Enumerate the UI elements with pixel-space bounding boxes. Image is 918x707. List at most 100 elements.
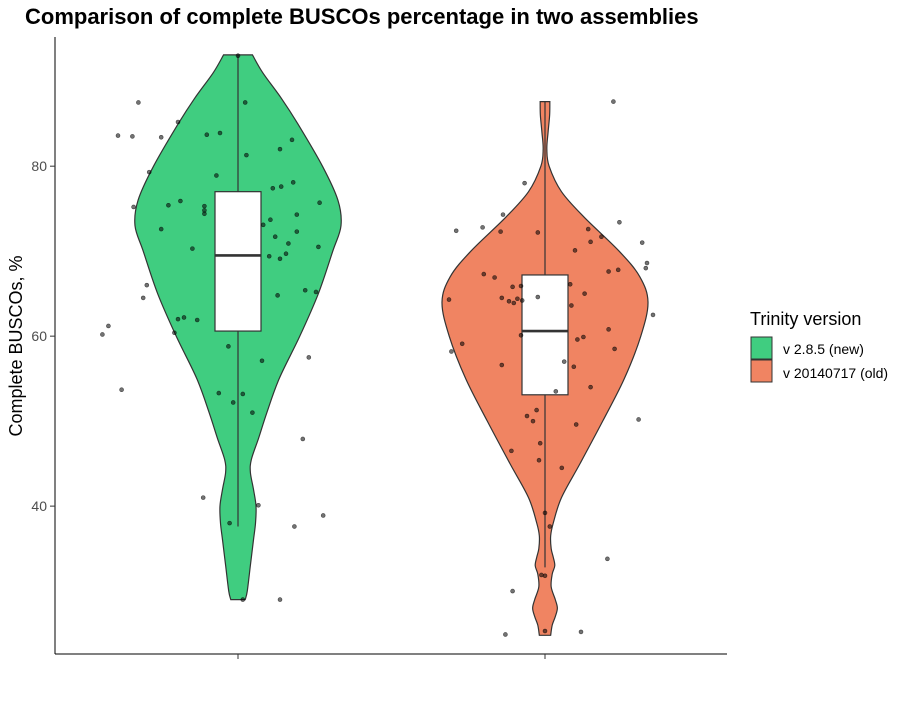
- data-point-0-5: [204, 132, 210, 138]
- data-point-1-16: [606, 269, 611, 274]
- y-tick-label-80: 80: [31, 158, 47, 174]
- data-point-0-19: [166, 202, 171, 208]
- data-point-1-27: [519, 298, 525, 303]
- data-point-1-15: [615, 267, 621, 273]
- data-point-0-48: [306, 355, 312, 360]
- data-point-1-41: [571, 364, 577, 370]
- data-point-0-17: [178, 198, 183, 204]
- data-point-0-25: [268, 217, 273, 223]
- data-point-0-3: [175, 119, 181, 125]
- data-point-0-49: [259, 358, 265, 364]
- data-point-1-57: [542, 573, 548, 579]
- data-point-0-44: [106, 323, 111, 329]
- data-point-1-32: [606, 327, 611, 332]
- data-point-1-47: [530, 418, 536, 424]
- data-point-1-48: [573, 422, 579, 427]
- data-point-1-40: [499, 362, 505, 368]
- data-point-1-20: [518, 283, 524, 289]
- data-point-0-10: [277, 146, 283, 152]
- y-tick-label-40: 40: [31, 498, 47, 514]
- data-point-1-42: [588, 384, 593, 390]
- data-point-1-2: [500, 212, 506, 217]
- legend-swatch-old: [750, 359, 773, 383]
- data-point-0-62: [277, 597, 283, 602]
- data-point-1-45: [524, 413, 530, 419]
- data-point-1-61: [503, 632, 508, 637]
- data-point-1-26: [446, 297, 452, 302]
- data-point-1-58: [510, 588, 515, 594]
- data-point-0-28: [294, 229, 300, 234]
- data-point-0-23: [202, 211, 207, 217]
- data-point-0-12: [146, 169, 152, 175]
- data-point-1-6: [453, 228, 459, 234]
- data-point-0-43: [194, 317, 200, 323]
- data-point-1-29: [511, 300, 517, 306]
- data-point-0-16: [270, 185, 276, 191]
- chart-title: Comparison of complete BUSCOs percentage…: [25, 4, 699, 29]
- data-point-0-59: [227, 520, 232, 526]
- data-point-0-45: [172, 330, 177, 336]
- data-point-1-12: [572, 248, 578, 253]
- data-point-0-42: [175, 316, 181, 322]
- data-point-1-7: [498, 229, 503, 234]
- data-point-0-0: [235, 53, 241, 59]
- data-point-0-51: [216, 390, 222, 396]
- data-point-0-14: [290, 180, 296, 185]
- data-point-0-53: [230, 400, 236, 405]
- data-point-1-4: [480, 225, 485, 230]
- data-point-0-21: [131, 204, 136, 210]
- data-point-0-8: [158, 134, 164, 140]
- data-point-1-55: [605, 556, 610, 562]
- data-point-1-31: [650, 312, 656, 318]
- data-point-1-38: [449, 349, 454, 354]
- data-point-1-30: [569, 303, 574, 308]
- data-point-0-41: [181, 315, 187, 320]
- data-point-1-51: [536, 457, 542, 463]
- data-point-1-10: [588, 239, 593, 245]
- data-point-0-56: [200, 495, 206, 500]
- data-point-1-33: [518, 332, 524, 338]
- legend-label-new: v 2.8.5 (new): [783, 341, 864, 357]
- data-point-0-2: [136, 100, 141, 105]
- data-point-1-52: [559, 465, 565, 471]
- data-point-1-18: [492, 275, 497, 280]
- data-point-1-23: [535, 294, 541, 300]
- y-tick-label-60: 60: [31, 328, 47, 344]
- data-point-0-58: [320, 513, 326, 518]
- data-point-1-8: [535, 230, 541, 235]
- data-point-0-27: [158, 226, 164, 232]
- data-point-1-60: [578, 629, 584, 635]
- legend: Trinity version v 2.8.5 (new) v 20140717…: [750, 309, 888, 383]
- data-point-1-17: [481, 271, 487, 277]
- data-point-0-37: [302, 287, 308, 293]
- data-point-0-18: [317, 200, 322, 206]
- data-point-0-57: [256, 502, 261, 508]
- data-point-0-6: [115, 133, 121, 138]
- data-point-1-1: [522, 180, 527, 186]
- box-1: [521, 274, 569, 396]
- data-point-0-46: [100, 332, 105, 337]
- data-point-1-46: [636, 417, 641, 422]
- data-point-1-37: [612, 346, 617, 352]
- plot-area: [100, 53, 656, 637]
- data-point-1-3: [617, 219, 622, 225]
- data-point-1-59: [542, 628, 548, 634]
- data-point-1-11: [639, 240, 645, 245]
- data-point-0-24: [294, 212, 300, 217]
- legend-title: Trinity version: [750, 309, 861, 329]
- data-point-1-35: [575, 337, 580, 342]
- data-point-0-32: [190, 246, 195, 251]
- data-point-1-19: [567, 282, 573, 287]
- legend-swatch-new: [750, 336, 773, 360]
- data-point-0-60: [292, 524, 297, 529]
- data-point-1-36: [459, 341, 465, 347]
- data-point-0-29: [272, 234, 278, 240]
- data-point-0-33: [283, 251, 289, 257]
- data-point-1-44: [534, 407, 539, 413]
- data-point-1-53: [542, 510, 548, 516]
- data-point-0-36: [144, 282, 150, 288]
- data-point-1-0: [611, 99, 616, 104]
- data-point-1-49: [537, 440, 543, 446]
- data-point-0-11: [244, 152, 249, 158]
- data-point-0-55: [300, 436, 306, 442]
